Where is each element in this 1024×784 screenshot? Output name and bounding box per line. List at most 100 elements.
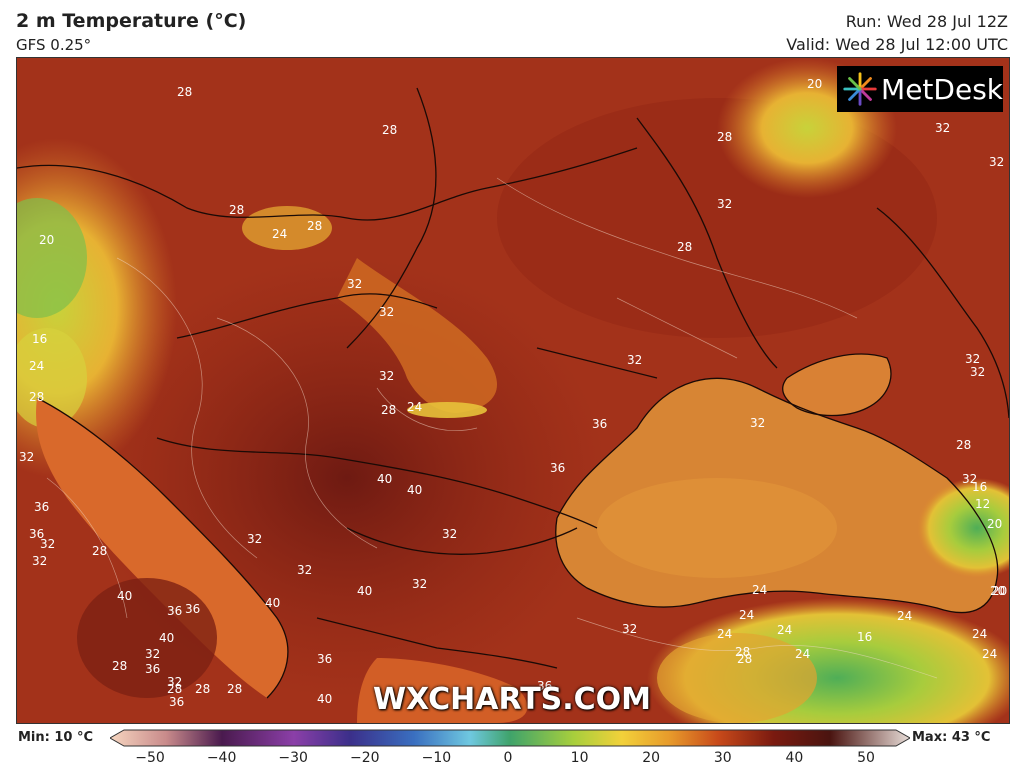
isotherm-label: 32 xyxy=(19,450,34,464)
isotherm-label: 40 xyxy=(357,584,372,598)
isotherm-label: 40 xyxy=(265,596,280,610)
isotherm-label: 16 xyxy=(972,480,987,494)
isotherm-label: 36 xyxy=(537,679,552,693)
isotherm-label: 24 xyxy=(777,623,792,637)
isotherm-label: 36 xyxy=(592,417,607,431)
isotherm-label: 12 xyxy=(975,497,990,511)
isotherm-label: 16 xyxy=(857,630,872,644)
isotherm-label: 28 xyxy=(382,123,397,137)
isotherm-label: 32 xyxy=(40,537,55,551)
isotherm-label: 28 xyxy=(229,203,244,217)
isotherm-label: 36 xyxy=(169,695,184,709)
isotherm-label: 32 xyxy=(379,369,394,383)
isotherm-label: 32 xyxy=(167,675,182,689)
isotherm-label: 24 xyxy=(795,647,810,661)
isotherm-label: 24 xyxy=(972,627,987,641)
isotherm-label: 20 xyxy=(39,233,54,247)
isotherm-label: 28 xyxy=(677,240,692,254)
isotherm-label: 40 xyxy=(159,631,174,645)
carpathian-band xyxy=(337,258,497,413)
cool-region-caucasus xyxy=(917,478,1009,578)
isotherm-label: 28 xyxy=(195,682,210,696)
model-label: GFS 0.25° xyxy=(16,36,92,54)
aegean-sea xyxy=(357,658,528,723)
isotherm-label: 28 xyxy=(92,544,107,558)
isotherm-label: 28 xyxy=(167,682,182,696)
isotherm-label: 28 xyxy=(29,390,44,404)
colorbar-gradient xyxy=(110,729,910,747)
isotherm-label: 24 xyxy=(982,647,997,661)
adriatic-sea xyxy=(36,398,288,698)
isotherm-label: 32 xyxy=(627,353,642,367)
colorbar-tick-label: 50 xyxy=(857,750,875,766)
azov-sea xyxy=(782,354,891,416)
isotherm-label: 32 xyxy=(965,352,980,366)
isotherm-label: 32 xyxy=(379,305,394,319)
colorbar-tick-label: −30 xyxy=(278,750,308,766)
isotherm-label: 28 xyxy=(112,659,127,673)
isotherm-label: 32 xyxy=(145,647,160,661)
metdesk-starburst-icon xyxy=(843,72,877,106)
isotherm-label: 28 xyxy=(737,652,752,666)
isotherm-label: 20 xyxy=(992,584,1007,598)
isotherm-label: 28 xyxy=(307,219,322,233)
isotherm-label: 32 xyxy=(970,365,985,379)
isotherm-label: 24 xyxy=(739,608,754,622)
isotherm-label: 32 xyxy=(412,577,427,591)
isotherm-label: 32 xyxy=(442,527,457,541)
isotherm-label: 32 xyxy=(935,121,950,135)
isotherm-label: 36 xyxy=(34,500,49,514)
isotherm-label: 36 xyxy=(185,602,200,616)
isotherm-label: 40 xyxy=(377,472,392,486)
colorbar-tick-label: −20 xyxy=(350,750,380,766)
isotherm-label: 16 xyxy=(32,332,47,346)
isotherm-label: 32 xyxy=(297,563,312,577)
colorbar-tick-label: 10 xyxy=(570,750,589,766)
colorbar-max: Max: 43 °C xyxy=(912,730,991,745)
colorbar-tick-label: 20 xyxy=(642,750,661,766)
isotherm-label: 40 xyxy=(317,692,332,706)
metdesk-logo: MetDesk xyxy=(837,66,1003,112)
isotherm-label: 20 xyxy=(987,517,1002,531)
isotherm-label: 36 xyxy=(29,527,44,541)
isotherm-label: 24 xyxy=(897,609,912,623)
valid-time: Valid: Wed 28 Jul 12:00 UTC xyxy=(786,35,1008,54)
isotherm-label: 24 xyxy=(717,627,732,641)
colorbar-tick-label: −40 xyxy=(206,750,237,766)
isotherms xyxy=(46,177,938,679)
isotherm-label: 28 xyxy=(381,403,396,417)
isotherm-label: 20 xyxy=(990,584,1005,598)
isotherm-label: 36 xyxy=(167,604,182,618)
isotherm-label: 36 xyxy=(550,461,565,475)
colorbar: Min: 10 °C Max: 43 °C −50− xyxy=(0,722,1024,784)
run-time: Run: Wed 28 Jul 12Z xyxy=(845,12,1008,31)
isotherm-label: 28 xyxy=(177,85,192,99)
isotherm-label: 32 xyxy=(989,155,1004,169)
isotherm-label: 28 xyxy=(227,682,242,696)
isotherm-label: 20 xyxy=(807,77,822,91)
isotherm-label: 32 xyxy=(247,532,262,546)
chart-header: 2 m Temperature (°C) GFS 0.25° Run: Wed … xyxy=(0,0,1024,56)
colorbar-tick-label: 0 xyxy=(503,750,513,766)
isotherm-label: 24 xyxy=(29,359,44,373)
colorbar-tick-label: −10 xyxy=(421,750,452,766)
isotherm-label: 28 xyxy=(956,438,971,452)
isotherm-label: 32 xyxy=(347,277,362,291)
isotherm-label: 36 xyxy=(317,652,332,666)
isotherm-label: 28 xyxy=(735,645,750,659)
isotherm-label: 24 xyxy=(752,583,767,597)
isotherm-label: 32 xyxy=(622,622,637,636)
colorbar-min: Min: 10 °C xyxy=(18,730,94,745)
metdesk-logo-text: MetDesk xyxy=(881,72,1003,106)
isotherm-label: 36 xyxy=(145,662,160,676)
boundaries xyxy=(17,87,1009,699)
chart-title: 2 m Temperature (°C) xyxy=(16,10,247,32)
isotherm-label: 40 xyxy=(117,589,132,603)
colorbar-tick-label: 30 xyxy=(713,750,732,766)
isotherm-label: 32 xyxy=(962,472,977,486)
colorbar-tick-label: 40 xyxy=(785,750,804,766)
isotherm-label: 24 xyxy=(407,400,422,414)
colorbar-tick-label: −50 xyxy=(135,750,165,766)
isotherm-label: 24 xyxy=(272,227,287,241)
